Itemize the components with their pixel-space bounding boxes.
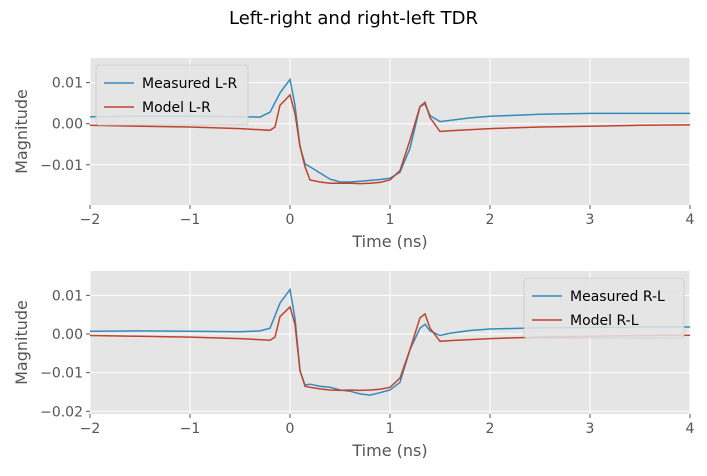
series-line-model-l-r [90, 93, 690, 185]
y-axis-label: Magnitude [12, 300, 31, 385]
plot-panel-1: −2 −1 0 1 2 3 4 0.01 0.00 −0.01 Time (ns) Magnitude… [12, 58, 695, 251]
x-tick-label: −2 [80, 212, 101, 228]
plot-panel-2: −2 −1 0 1 2 3 4 0.01 0.00 −0.01 −0.02 Time (ns) Magn… [12, 271, 695, 460]
y-tick-label: −0.01 [40, 158, 83, 174]
y-tick-label: −0.02 [40, 404, 83, 420]
legend-frame [523, 277, 685, 339]
x-tick-label: −1 [180, 421, 201, 437]
figure-title: Left-right and right-left TDR [229, 8, 478, 29]
legend-label: Measured R-L [570, 289, 665, 305]
series-line-measured-l-r [90, 77, 690, 183]
series-line-model-r-l [90, 305, 690, 392]
y-tick-label: −0.01 [40, 366, 83, 382]
x-tick-label: 0 [286, 212, 295, 228]
x-tick-label: 4 [686, 212, 695, 228]
x-tick-label: 3 [586, 212, 595, 228]
x-axis-label: Time (ns) [351, 441, 427, 460]
x-tick-label: 4 [686, 421, 695, 437]
y-tick-label: 0.00 [52, 327, 83, 343]
y-axis-label: Magnitude [12, 89, 31, 174]
legend-label: Model L-R [142, 100, 211, 116]
y-tick-label: 0.00 [52, 117, 83, 133]
legend: Measured L-R Model L-R [95, 64, 249, 126]
x-tick-label: 1 [386, 212, 395, 228]
y-tick-label: 0.01 [52, 288, 83, 304]
y-tick-label: 0.01 [52, 76, 83, 92]
x-tick-label: 0 [286, 421, 295, 437]
x-tick-label: 3 [586, 421, 595, 437]
x-tick-label: 2 [486, 421, 495, 437]
x-tick-label: 2 [486, 212, 495, 228]
legend-label: Model R-L [570, 313, 639, 329]
x-tick-label: −2 [80, 421, 101, 437]
legend-label: Measured L-R [142, 76, 237, 92]
x-axis-label: Time (ns) [351, 232, 427, 251]
legend: Measured R-L Model R-L [523, 277, 685, 339]
x-tick-label: 1 [386, 421, 395, 437]
legend-frame [95, 64, 249, 126]
series-line-measured-r-l [90, 287, 690, 396]
x-tick-label: −1 [180, 212, 201, 228]
